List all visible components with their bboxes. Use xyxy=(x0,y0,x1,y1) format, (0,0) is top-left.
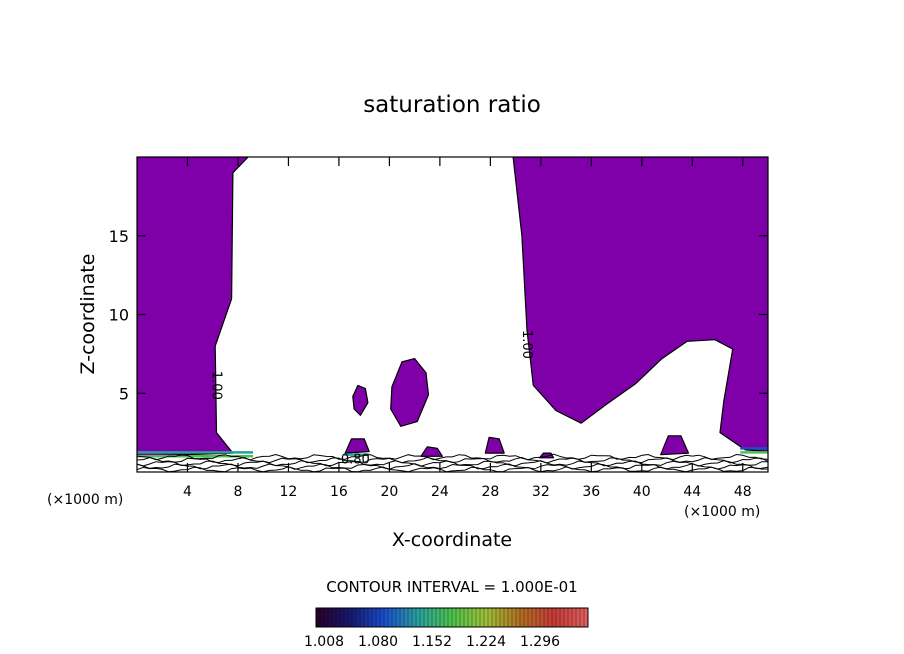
x-axis-unit: (×1000 m) xyxy=(47,492,123,508)
x-tick-label: 8 xyxy=(233,484,242,500)
regions-layer xyxy=(137,157,768,459)
colorbar-label: 1.080 xyxy=(358,634,398,650)
plot-area xyxy=(137,157,768,472)
surface-contour-2 xyxy=(137,463,768,470)
x-tick-label: 44 xyxy=(683,484,701,500)
x-tick-label: 48 xyxy=(734,484,752,500)
surface-contour-3 xyxy=(137,460,768,467)
x-tick-label: 40 xyxy=(633,484,651,500)
colorbar-labels: 1.008 1.080 1.152 1.224 1.296 xyxy=(304,634,560,650)
y-axis-label: Z-coordinate xyxy=(77,254,99,375)
surface-blob-28 xyxy=(484,436,505,454)
y-tick-label: 5 xyxy=(119,384,129,403)
y-axis-unit: (×1000 m) xyxy=(684,504,760,520)
cloud-blob-large xyxy=(390,358,430,427)
colorbar-label: 1.224 xyxy=(466,634,506,650)
surface-layer xyxy=(137,447,768,472)
x-tick-label: 32 xyxy=(532,484,550,500)
x-tick-label: 24 xyxy=(431,484,449,500)
x-axis-ticks: 4 8 12 16 20 24 28 32 36 40 44 48 xyxy=(183,157,752,500)
x-tick-label: 36 xyxy=(582,484,600,500)
x-axis-label: X-coordinate xyxy=(392,529,512,551)
y-axis-ticks: 5 10 15 xyxy=(109,227,768,403)
colorbar-label: 1.152 xyxy=(412,634,452,650)
x-tick-label: 28 xyxy=(481,484,499,500)
y-tick-label: 10 xyxy=(109,306,129,325)
contour-label: 0.80 xyxy=(341,452,370,467)
surface-blob-42 xyxy=(660,435,690,456)
y-tick-label: 15 xyxy=(109,227,129,246)
contour-label: 1.00 xyxy=(519,330,534,359)
surface-blob-17 xyxy=(344,438,370,454)
x-tick-label: 16 xyxy=(330,484,348,500)
chart-title: saturation ratio xyxy=(363,92,541,118)
x-tick-label: 20 xyxy=(380,484,398,500)
left-supersaturated-region xyxy=(137,157,249,457)
colorbar-label: 1.296 xyxy=(520,634,560,650)
surface-contour-5 xyxy=(137,453,768,461)
right-supersaturated-region xyxy=(512,157,768,453)
contour-labels: 1.00 1.00 0.80 xyxy=(209,330,534,467)
colorbar-label: 1.008 xyxy=(304,634,344,650)
colorbar-ticks xyxy=(315,608,589,627)
contour-interval-text: CONTOUR INTERVAL = 1.000E-01 xyxy=(326,578,577,596)
x-tick-label: 4 xyxy=(183,484,192,500)
contour-label: 1.00 xyxy=(209,371,224,400)
x-tick-label: 12 xyxy=(280,484,298,500)
cloud-blob-small xyxy=(352,384,369,416)
surface-blob-23 xyxy=(420,446,443,457)
